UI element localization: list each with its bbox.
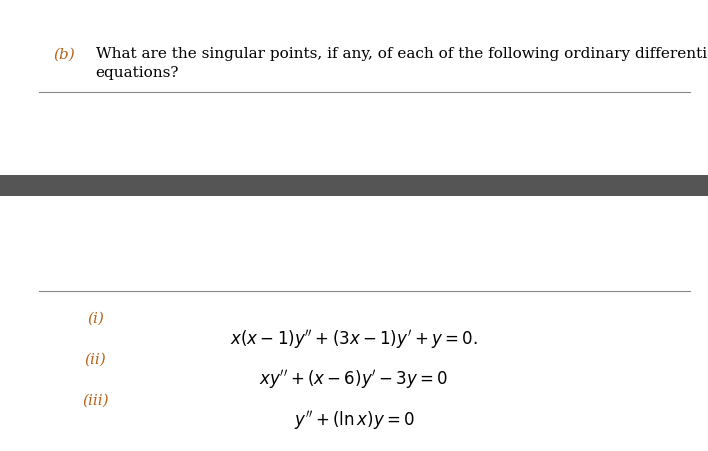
- Text: (iii): (iii): [82, 392, 109, 406]
- Text: $x(x-1)y'' + (3x-1)y' + y = 0.$: $x(x-1)y'' + (3x-1)y' + y = 0.$: [230, 327, 478, 350]
- Text: $xy'' + (x-6)y' - 3y = 0$: $xy'' + (x-6)y' - 3y = 0$: [259, 368, 449, 391]
- Text: (ii): (ii): [85, 352, 106, 366]
- Text: What are the singular points, if any, of each of the following ordinary differen: What are the singular points, if any, of…: [96, 47, 708, 61]
- Text: (i): (i): [87, 311, 104, 325]
- Text: (b): (b): [53, 47, 75, 61]
- Text: equations?: equations?: [96, 65, 179, 79]
- Text: $y'' + (\ln x)y = 0$: $y'' + (\ln x)y = 0$: [294, 408, 414, 431]
